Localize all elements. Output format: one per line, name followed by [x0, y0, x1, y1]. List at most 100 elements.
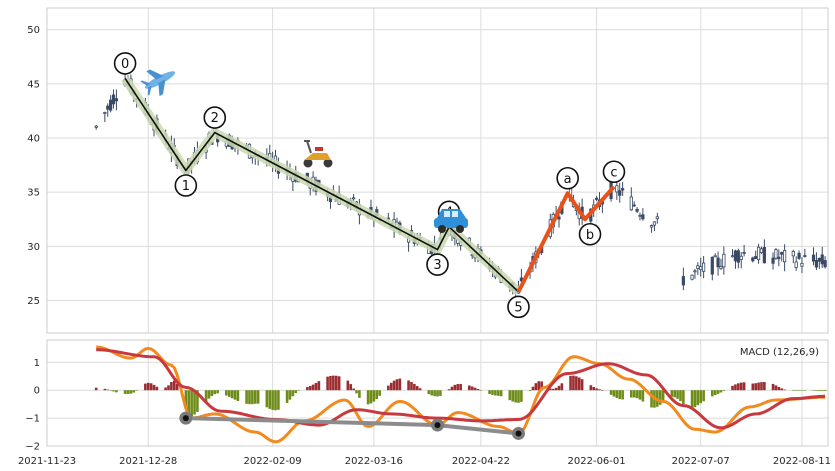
candle: [693, 268, 697, 279]
macd-histogram-bar: [387, 385, 390, 391]
candle-body: [733, 250, 738, 262]
macd-histogram-bar: [621, 390, 624, 400]
macd-histogram-bar: [783, 389, 786, 391]
x-tick-label: 2022-02-09: [244, 456, 302, 467]
candle: [771, 252, 775, 270]
macd-histogram-bar: [560, 383, 564, 391]
wave-label-text: 3: [433, 258, 441, 273]
candle: [681, 267, 685, 291]
candle-body: [649, 225, 654, 228]
candle: [103, 111, 107, 123]
macd-histogram-bar: [103, 388, 107, 391]
candle-body: [756, 246, 761, 261]
macd-histogram-bar: [517, 390, 520, 403]
macd-y-tick-label: 0: [34, 386, 40, 397]
candle-body: [713, 255, 717, 258]
macd-histogram-bar: [650, 390, 653, 408]
macd-histogram-bar: [349, 384, 353, 391]
macd-histogram-bar: [719, 390, 723, 393]
wave-label-circle: [556, 166, 579, 190]
macd-histogram-bar: [661, 390, 665, 402]
candle-body: [754, 255, 758, 259]
macd-histogram-bar: [609, 390, 613, 395]
candle-body: [702, 262, 706, 272]
macd-histogram-bar: [392, 380, 396, 391]
candle-body: [557, 216, 561, 220]
macd-histogram-bar: [256, 390, 260, 404]
macd-histogram-bar: [479, 390, 483, 391]
macd-histogram-bar: [245, 390, 248, 404]
candle-body: [739, 255, 743, 260]
macd-histogram-bar: [702, 390, 705, 402]
candle: [759, 246, 764, 254]
macd-histogram-bar: [572, 375, 575, 391]
x-tick-label: 2022-07-07: [672, 456, 730, 467]
candle: [638, 212, 642, 221]
macd-histogram-bar: [592, 386, 595, 391]
car-icon: [434, 209, 468, 233]
macd-histogram-bar: [450, 386, 454, 391]
macd-histogram-bar: [213, 390, 217, 395]
candle: [696, 262, 700, 275]
macd-histogram-bar: [468, 385, 471, 391]
x-tick-label: 2022-03-16: [345, 456, 403, 467]
macd-histogram-bar: [306, 387, 309, 391]
macd-histogram-bar: [135, 390, 138, 391]
corrective-wave-label: c: [602, 160, 626, 184]
macd-histogram-bar: [459, 383, 462, 391]
candle: [823, 256, 827, 269]
wave-label-text: c: [610, 165, 617, 180]
macd-histogram-bar: [285, 390, 289, 403]
macd-histogram-bar: [311, 384, 315, 391]
macd-histogram-bar: [739, 382, 743, 391]
candle: [756, 243, 761, 264]
price-y-tick-label: 50: [27, 25, 40, 36]
candle: [733, 249, 738, 269]
macd-histogram-bar: [742, 382, 746, 391]
x-ticks: 2021-11-23 2021-12-28 2022-02-09 2022-03-16…: [18, 456, 831, 467]
x-tick-label: 2021-11-23: [18, 456, 76, 467]
macd-histogram-bar: [716, 390, 720, 394]
macd-histogram-bar: [172, 380, 176, 391]
wave-label-circle: [602, 160, 626, 184]
price-y-tick-label: 35: [27, 188, 40, 199]
candle: [739, 252, 743, 269]
corrective-wave: [516, 185, 616, 293]
macd-histogram-bar: [236, 390, 240, 401]
candle-body: [762, 247, 766, 264]
macd-histogram-bar: [710, 390, 714, 397]
candle: [629, 187, 633, 211]
candle: [811, 247, 816, 266]
macd-histogram-bar: [427, 390, 431, 395]
candle-body: [771, 257, 775, 264]
candle-body: [103, 112, 107, 114]
candle-body: [800, 263, 804, 267]
macd-histogram-bar: [456, 384, 460, 391]
macd-histogram-bar: [413, 383, 416, 391]
candle: [742, 244, 746, 257]
macd-histogram-bar: [317, 381, 321, 391]
macd-histogram-bar: [274, 390, 277, 411]
candle: [803, 248, 807, 258]
candle-body: [716, 257, 720, 268]
macd-panel-frame: [46, 339, 829, 447]
macd-y-tick-label: −1: [25, 414, 40, 425]
impulse-wave: [121, 75, 522, 296]
macd-histogram-bar: [476, 388, 480, 391]
macd-lines: [96, 345, 826, 444]
macd-histogram-bar: [337, 376, 341, 391]
impulse-wave-label: 0: [113, 52, 137, 75]
impulse-wave-label: 1: [174, 174, 198, 197]
candle-body: [811, 254, 816, 262]
candle: [774, 248, 778, 260]
x-tick-label: 2021-12-28: [119, 456, 177, 467]
macd-histogram-bar: [818, 390, 821, 391]
candle: [716, 251, 720, 276]
wave-label-circle: [113, 52, 137, 75]
candle-body: [699, 266, 703, 270]
macd-histogram-bar: [297, 390, 300, 391]
macd-histogram-bar: [569, 375, 572, 391]
candle: [649, 224, 654, 233]
macd-histogram-bar: [112, 390, 115, 392]
